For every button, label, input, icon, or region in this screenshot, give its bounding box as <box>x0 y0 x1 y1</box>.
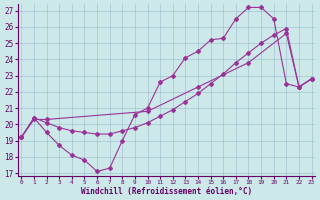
X-axis label: Windchill (Refroidissement éolien,°C): Windchill (Refroidissement éolien,°C) <box>81 187 252 196</box>
